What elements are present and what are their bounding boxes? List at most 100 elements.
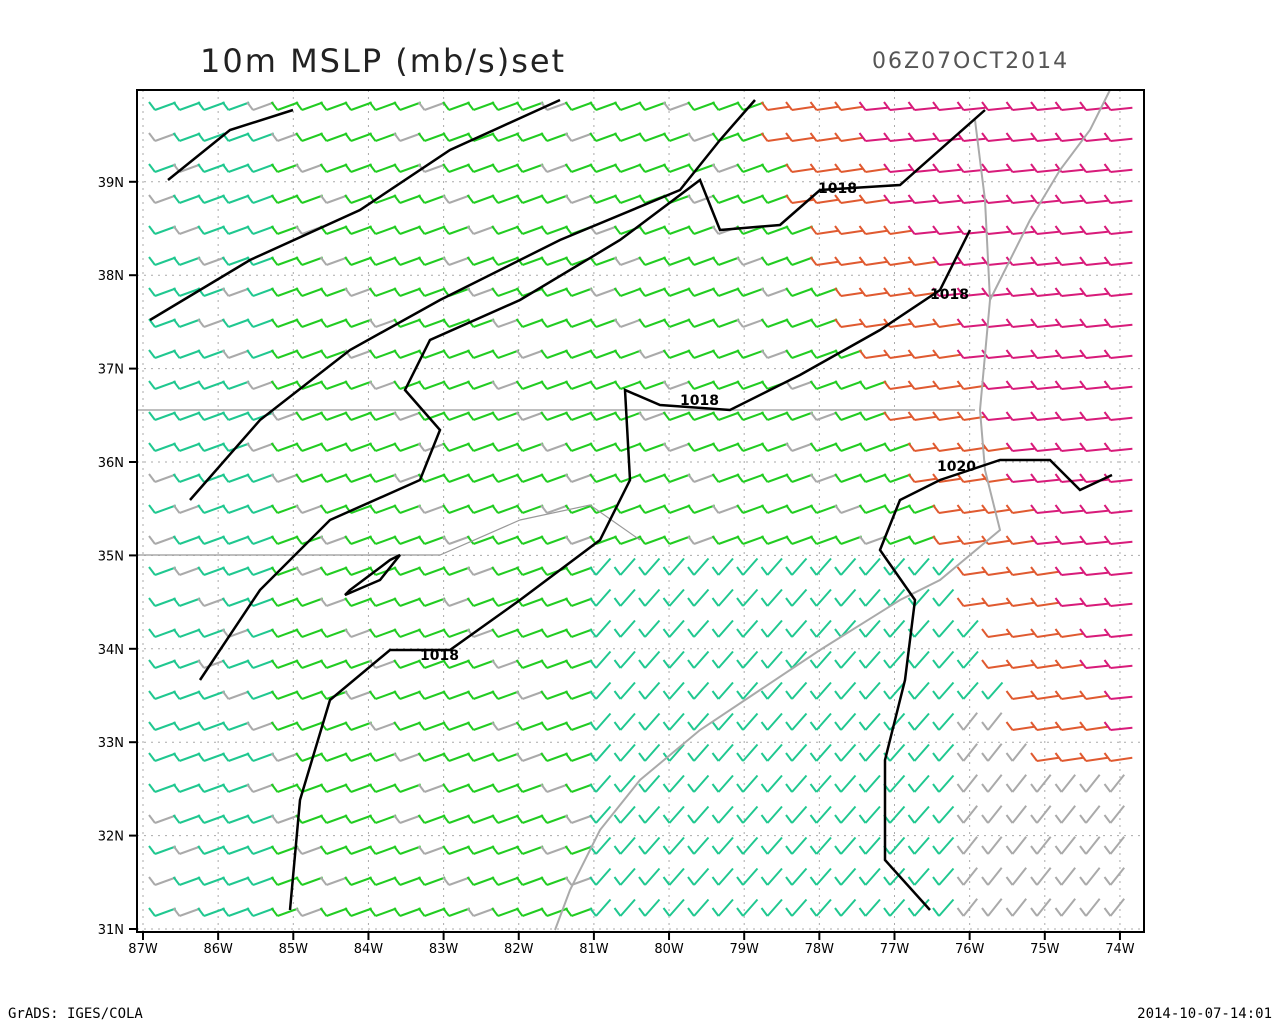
- wind-barb: [613, 619, 636, 638]
- wind-barb: [246, 628, 275, 638]
- lon-tick-label: 78W: [805, 942, 835, 957]
- wind-barb: [883, 442, 912, 452]
- wind-barb: [834, 380, 863, 390]
- wind-barb: [148, 659, 177, 669]
- wind-barb: [687, 380, 716, 390]
- wind-barb: [736, 557, 759, 576]
- wind-barb: [344, 132, 373, 142]
- wind-barb: [711, 681, 734, 700]
- wind-barb: [1005, 690, 1035, 700]
- wind-barb: [172, 194, 201, 204]
- wind-barb: [466, 752, 495, 762]
- wind-barb: [1079, 721, 1108, 731]
- wind-barb: [834, 101, 863, 111]
- wind-barb: [270, 101, 299, 111]
- wind-barb: [442, 225, 471, 235]
- wind-barb: [368, 876, 397, 886]
- wind-barb: [981, 774, 1003, 793]
- lat-tick-label: 33N: [98, 736, 124, 751]
- wind-barb: [809, 774, 832, 793]
- wind-barb: [442, 752, 471, 762]
- wind-barb: [564, 690, 593, 700]
- wind-barb: [760, 898, 783, 917]
- wind-barb: [883, 101, 912, 111]
- wind-barb: [417, 349, 446, 359]
- wind-barb: [442, 628, 471, 638]
- wind-barb: [319, 876, 348, 886]
- wind-barb: [907, 101, 937, 111]
- wind-barb: [981, 411, 1010, 421]
- wind-barb: [1030, 349, 1059, 359]
- contour-label: 1018: [818, 181, 857, 197]
- wind-barb: [319, 287, 348, 297]
- wind-barb: [711, 836, 734, 855]
- wind-barb: [711, 898, 734, 917]
- wind-barb: [809, 557, 832, 576]
- wind-barb: [295, 504, 324, 514]
- wind-barb: [319, 101, 348, 111]
- wind-barb: [1079, 132, 1108, 142]
- wind-barb: [221, 349, 250, 359]
- wind-barb: [736, 132, 765, 142]
- wind-barb: [442, 535, 471, 545]
- wind-barb: [785, 774, 808, 793]
- wind-barb: [246, 349, 275, 359]
- wind-barb: [662, 380, 691, 390]
- wind-barb: [540, 132, 569, 142]
- wind-barb: [417, 814, 446, 824]
- wind-barb: [1030, 163, 1059, 173]
- wind-barb: [466, 566, 495, 576]
- wind-barb: [319, 566, 348, 576]
- wind-barb: [442, 721, 471, 731]
- wind-barb: [368, 163, 397, 173]
- wind-barb: [834, 650, 857, 669]
- wind-barb: [956, 898, 978, 917]
- wind-barb: [368, 442, 397, 452]
- wind-barb: [1103, 597, 1133, 607]
- wind-barb: [393, 752, 422, 762]
- wind-barb: [368, 752, 397, 762]
- wind-barb: [540, 349, 569, 359]
- wind-barb: [1103, 535, 1133, 545]
- wind-barb: [907, 318, 937, 328]
- wind-barb: [417, 287, 446, 297]
- wind-barb: [564, 380, 593, 390]
- wind-barb: [760, 287, 789, 297]
- wind-barb: [711, 557, 734, 576]
- wind-barb: [785, 411, 814, 421]
- wind-barb: [368, 318, 397, 328]
- wind-barb: [1079, 411, 1108, 421]
- wind-barb: [515, 442, 544, 452]
- wind-barb: [711, 101, 740, 111]
- wind-barb: [221, 287, 250, 297]
- wind-barb: [883, 867, 906, 886]
- wind-barb: [1054, 597, 1084, 607]
- wind-barb: [809, 225, 839, 235]
- wind-barb: [785, 132, 814, 142]
- wind-barb: [466, 845, 495, 855]
- wind-barb: [270, 256, 299, 266]
- wind-barb: [883, 898, 906, 917]
- wind-barb: [1079, 256, 1108, 266]
- wind-barb: [760, 411, 789, 421]
- wind-barb: [344, 752, 373, 762]
- wind-barb: [197, 690, 226, 700]
- wind-barb: [295, 442, 324, 452]
- wind-barb: [442, 132, 471, 142]
- wind-barb: [932, 619, 955, 638]
- wind-barb: [638, 411, 667, 421]
- wind-barb: [858, 535, 887, 545]
- wind-barb: [221, 194, 250, 204]
- wind-barb: [956, 101, 986, 111]
- wind-barb: [1103, 659, 1133, 669]
- wind-barb: [1030, 132, 1059, 142]
- wind-barb: [736, 411, 765, 421]
- wind-barb: [1103, 132, 1133, 142]
- wind-barb: [344, 876, 373, 886]
- lat-tick-label: 39N: [98, 176, 124, 191]
- wind-barb: [540, 442, 569, 452]
- wind-barb: [319, 318, 348, 328]
- wind-barb: [393, 535, 422, 545]
- wind-barb: [540, 256, 569, 266]
- wind-barb: [736, 712, 759, 731]
